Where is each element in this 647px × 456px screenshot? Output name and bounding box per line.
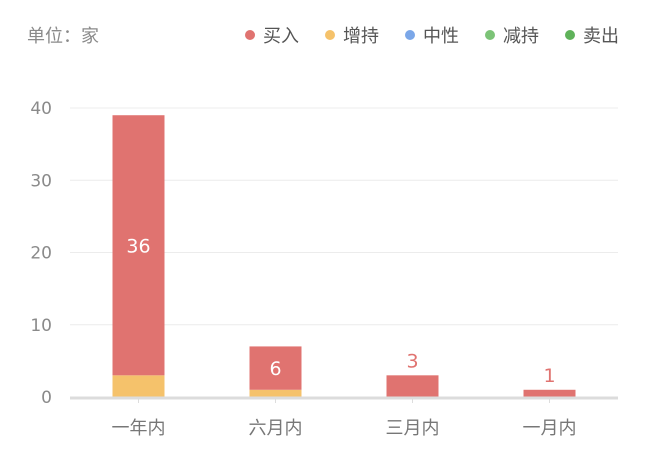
legend-label: 卖出 <box>583 26 619 47</box>
legend: 买入 增持 中性 减持 卖出 <box>245 22 619 48</box>
x-tick-label: 三月内 <box>386 418 440 439</box>
legend-label: 中性 <box>423 26 459 47</box>
bar-买入 <box>523 389 576 397</box>
legend-item[interactable]: 中性 <box>405 22 459 48</box>
legend-item[interactable]: 增持 <box>325 22 379 48</box>
x-tick-label: 一年内 <box>112 418 166 439</box>
unit-label: 单位：家 <box>27 26 99 47</box>
bar-增持 <box>249 389 302 397</box>
legend-label: 增持 <box>343 26 379 47</box>
legend-dot-icon <box>245 30 255 40</box>
legend-item[interactable]: 卖出 <box>565 22 619 48</box>
legend-dot-icon <box>485 30 495 40</box>
bar-增持 <box>112 375 165 397</box>
x-tick-label: 六月内 <box>249 418 303 439</box>
bar-买入 <box>386 375 439 397</box>
legend-dot-icon <box>405 30 415 40</box>
y-tick-label: 30 <box>30 171 52 191</box>
legend-dot-icon <box>325 30 335 40</box>
bar-买入 <box>249 346 302 390</box>
data-label: 6 <box>269 358 281 380</box>
legend-label: 减持 <box>503 26 539 47</box>
data-label: 36 <box>126 235 150 257</box>
y-tick-label: 40 <box>30 99 52 119</box>
legend-dot-icon <box>565 30 575 40</box>
x-tick-label: 一月内 <box>523 418 577 439</box>
legend-item[interactable]: 买入 <box>245 22 299 48</box>
legend-label: 买入 <box>263 26 299 47</box>
y-tick-label: 10 <box>30 316 52 336</box>
legend-item[interactable]: 减持 <box>485 22 539 48</box>
y-tick-label: 20 <box>30 244 52 264</box>
data-label: 3 <box>406 350 418 372</box>
bar-买入 <box>112 115 165 376</box>
y-tick-label: 0 <box>41 388 52 408</box>
data-label: 1 <box>543 365 555 387</box>
